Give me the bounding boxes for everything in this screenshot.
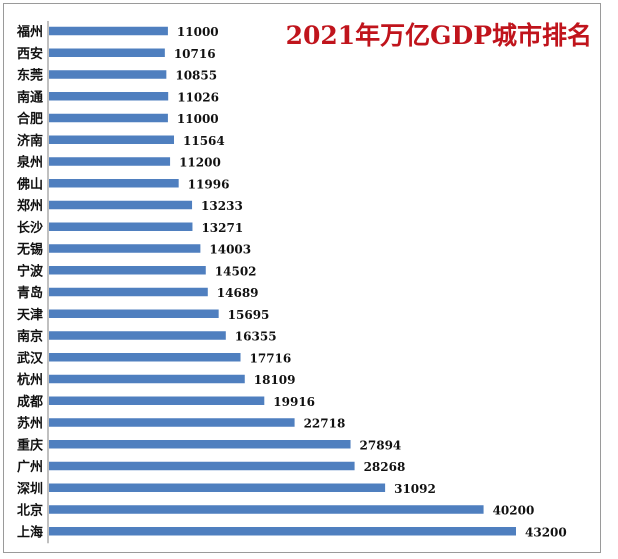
value-label: 17716: [250, 351, 292, 365]
bar: [49, 135, 175, 144]
value-label: 11200: [179, 156, 221, 170]
bar: [49, 353, 241, 362]
value-label: 11564: [183, 134, 225, 148]
bar: [49, 70, 167, 79]
category-label: 南通: [17, 89, 43, 105]
bar: [49, 26, 168, 36]
category-label: 泉州: [17, 155, 43, 171]
category-label: 上海: [17, 524, 43, 540]
bar: [49, 200, 193, 210]
bar: [49, 440, 351, 449]
category-label: 郑州: [17, 198, 43, 214]
value-label: 14003: [209, 243, 251, 257]
value-label: 28268: [364, 460, 406, 474]
category-label: 苏州: [17, 416, 43, 432]
bar: [49, 309, 219, 318]
bar: [49, 222, 193, 231]
category-label: 广州: [17, 459, 43, 475]
chart-title: 2021年万亿GDP城市排名: [286, 21, 592, 50]
bar: [49, 505, 484, 514]
category-label: 重庆: [17, 437, 43, 453]
bar: [49, 179, 179, 188]
value-label: 11000: [177, 112, 219, 126]
value-label: 11996: [188, 177, 230, 191]
category-label: 长沙: [17, 220, 43, 236]
category-label: 深圳: [17, 481, 43, 497]
category-label: 佛山: [16, 176, 43, 192]
category-label: 青岛: [17, 285, 43, 301]
bar: [49, 266, 206, 275]
bar: [49, 244, 201, 253]
chart-marks: 福州 11000 西安 10716 东莞 10855 南通 11026 合肥 11000 济南 115…: [16, 24, 567, 540]
value-label: 40200: [493, 504, 535, 518]
value-label: 15695: [228, 308, 270, 322]
bar: [49, 331, 226, 340]
value-label: 10716: [174, 47, 216, 61]
value-label: 14502: [215, 264, 257, 278]
bar: [49, 287, 208, 297]
bar: [49, 374, 245, 384]
chart-frame: 福州 11000 西安 10716 东莞 10855 南通 11026 合肥 11000 济南 115…: [3, 3, 601, 553]
category-label: 东莞: [17, 68, 43, 84]
value-label: 10855: [175, 69, 217, 83]
value-label: 16355: [235, 330, 277, 344]
bar: [49, 461, 355, 471]
value-label: 11026: [177, 90, 219, 104]
category-label: 天津: [17, 307, 43, 323]
value-label: 19916: [273, 395, 315, 409]
category-label: 无锡: [16, 242, 43, 258]
category-label: 福州: [16, 24, 43, 40]
value-label: 31092: [394, 482, 436, 496]
bar: [49, 483, 386, 492]
value-label: 14689: [217, 286, 259, 300]
bar: [49, 48, 165, 57]
category-label: 合肥: [17, 111, 43, 127]
bar: [49, 396, 265, 405]
value-label: 18109: [254, 373, 296, 387]
bar: [49, 157, 171, 166]
category-label: 西安: [17, 46, 43, 62]
category-label: 杭州: [17, 372, 43, 388]
category-label: 北京: [17, 503, 43, 519]
bar: [49, 418, 295, 427]
category-label: 武汉: [17, 350, 44, 366]
category-label: 宁波: [17, 263, 44, 279]
bar: [49, 113, 168, 123]
value-label: 13233: [201, 199, 243, 213]
bar: [49, 92, 169, 101]
value-label: 27894: [360, 438, 402, 452]
value-label: 43200: [525, 525, 567, 539]
bar-chart: 福州 11000 西安 10716 东莞 10855 南通 11026 合肥 11000 济南 115…: [16, 21, 592, 544]
category-label: 南京: [17, 329, 43, 345]
value-label: 13271: [201, 221, 243, 235]
category-label: 济南: [17, 133, 43, 149]
value-label: 11000: [177, 25, 219, 39]
bar: [49, 527, 516, 536]
value-label: 22718: [304, 417, 346, 431]
category-label: 成都: [17, 394, 43, 410]
